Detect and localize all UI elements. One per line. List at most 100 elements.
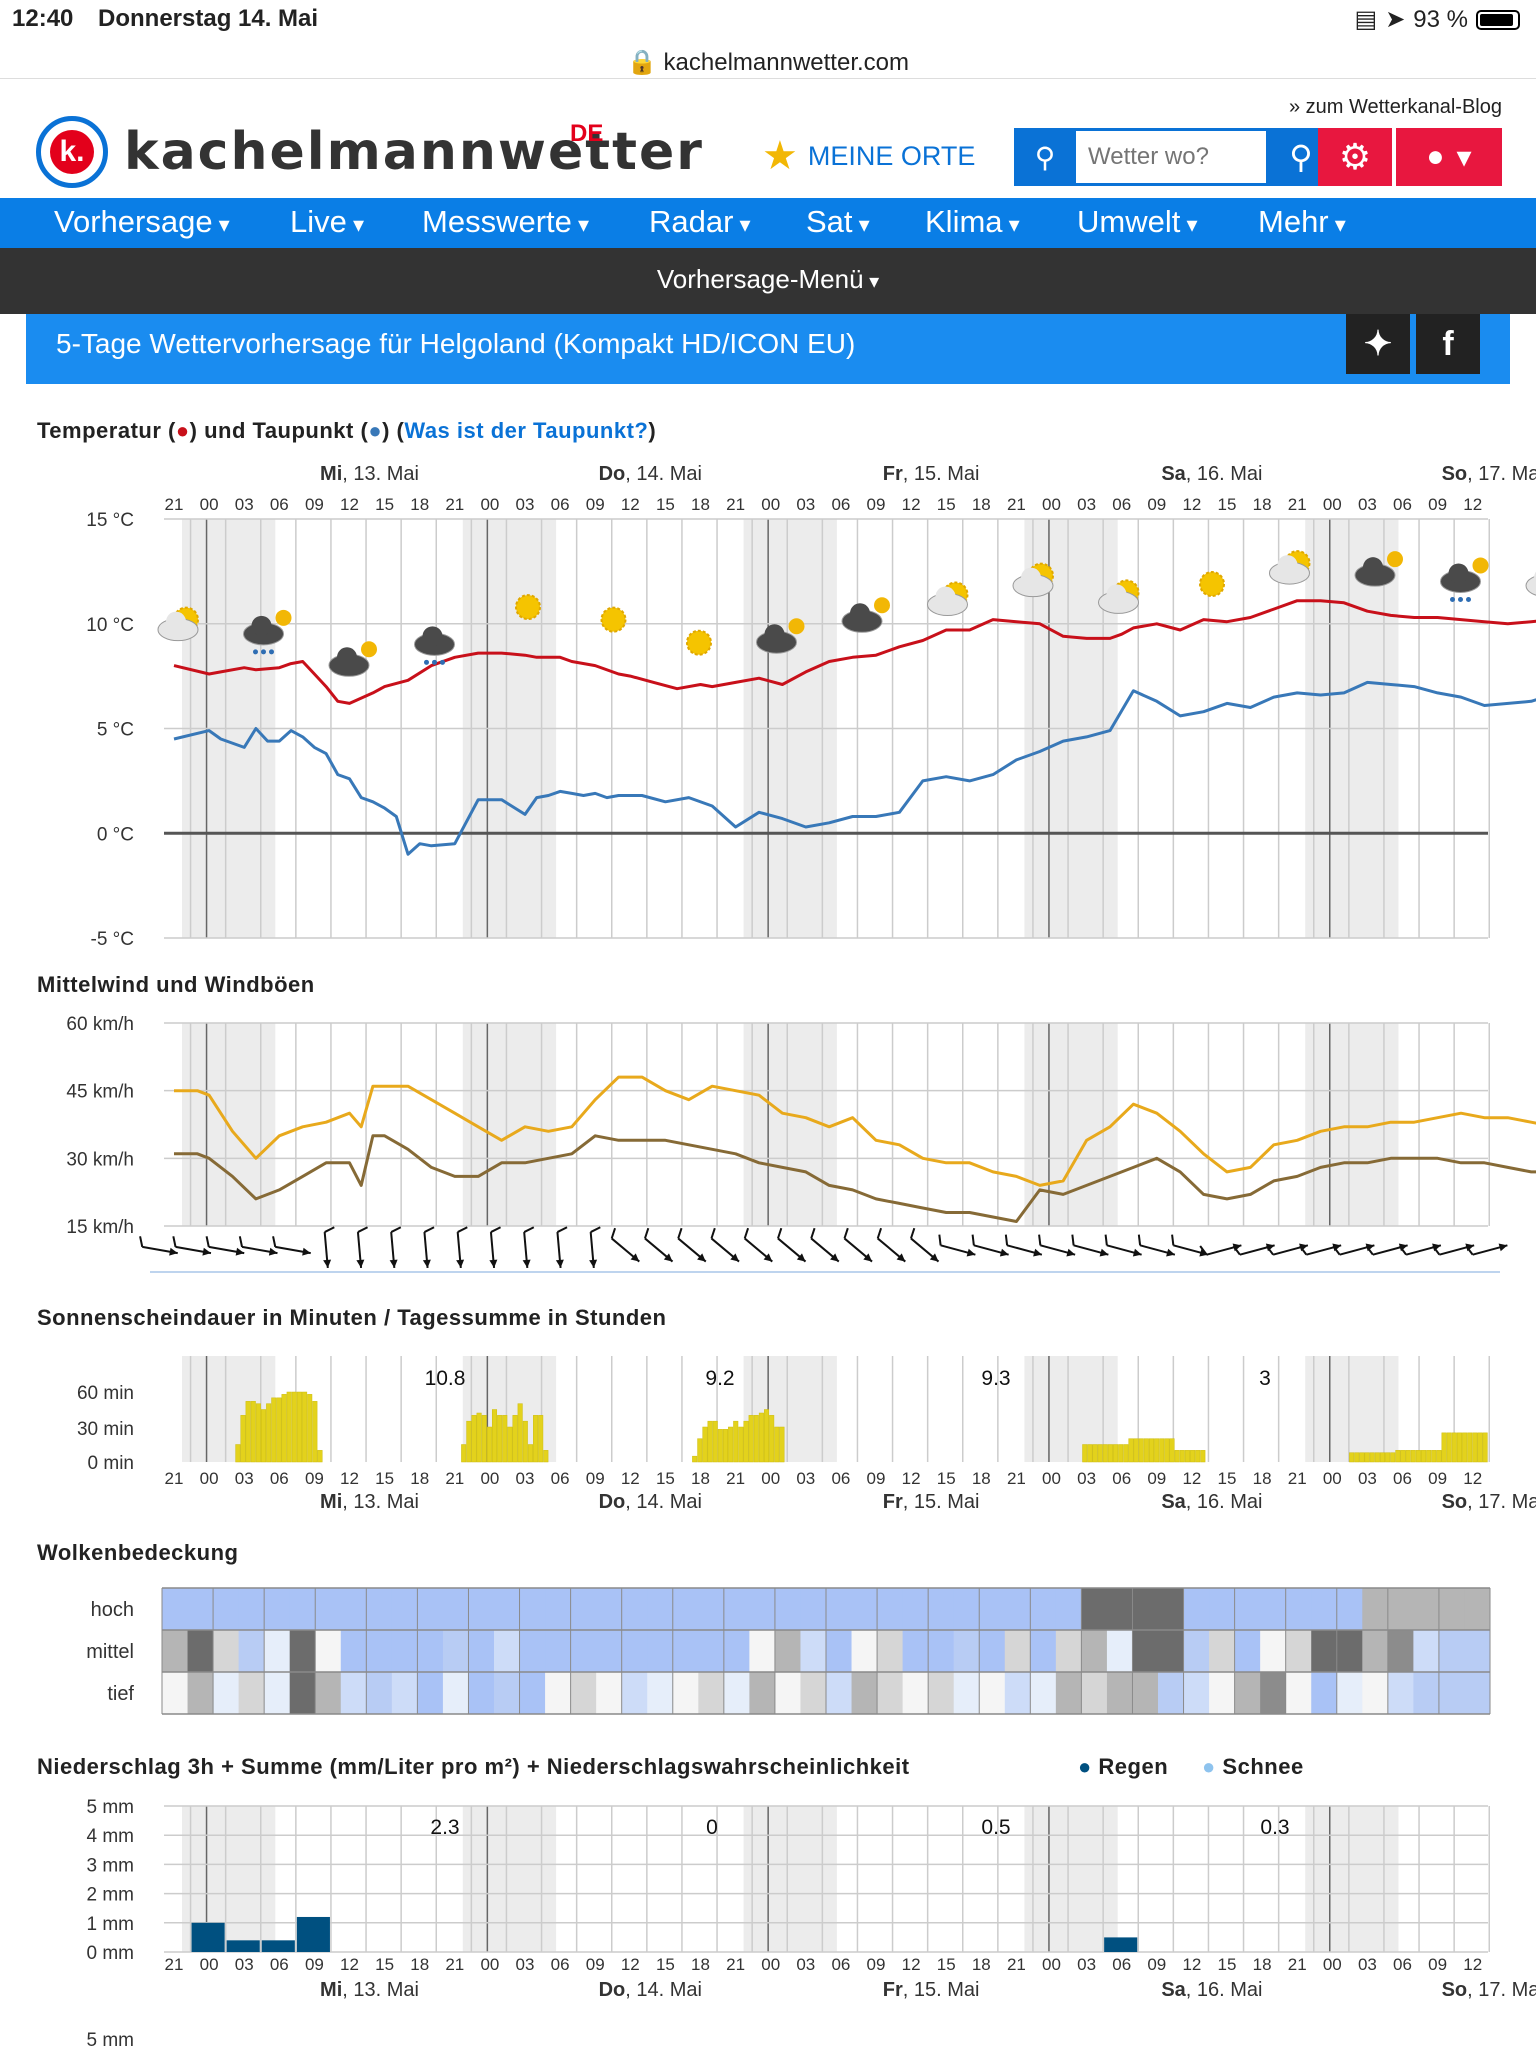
sunshine-bar [312, 1401, 318, 1463]
sunshine-bar [748, 1415, 754, 1463]
day-label: Sa, 16. Mai [1161, 1491, 1262, 1513]
facebook-icon[interactable]: f [1416, 314, 1480, 374]
temp-title-part: ) und Taupunkt ( [189, 418, 369, 443]
nav-umwelt[interactable]: Umwelt [1077, 204, 1198, 240]
wind-axis-label: 30 km/h [66, 1149, 134, 1170]
sunshine-bar [1385, 1452, 1391, 1463]
nav-mehr[interactable]: Mehr [1258, 204, 1346, 240]
arrow-barb [743, 1227, 750, 1239]
cloud-shape [1106, 584, 1127, 605]
cloud-shape [1525, 575, 1536, 596]
night-band [743, 1806, 837, 1952]
hour-tick-label: 00 [480, 495, 499, 514]
cloud-cell [570, 1672, 597, 1714]
arrow-head [323, 1259, 332, 1268]
logo-icon[interactable]: k. [36, 116, 108, 188]
nav-live[interactable]: Live [290, 204, 364, 240]
cloud-cell [953, 1630, 980, 1672]
cloud-cell [800, 1630, 827, 1672]
cloud-cell [545, 1672, 572, 1714]
meine-orte-button[interactable]: ★ MEINE ORTE [762, 136, 975, 176]
arrow-head [999, 1248, 1009, 1257]
cloud-cell [1387, 1672, 1414, 1714]
cloud-cell [494, 1672, 521, 1714]
raindrop-shape [261, 649, 266, 655]
cloud-shape [1448, 563, 1469, 584]
address-bar[interactable]: 🔒 kachelmannwetter.com [0, 36, 1536, 79]
wind-arrow-icon [1398, 1243, 1442, 1256]
arrow-head [422, 1259, 431, 1268]
sunshine-bar [692, 1455, 698, 1463]
cloud-cell [1183, 1588, 1210, 1630]
cloud-cell [800, 1588, 827, 1630]
nav-radar[interactable]: Radar [649, 204, 751, 240]
sunshine-bar [538, 1415, 544, 1463]
gear-icon[interactable]: ⚙ [1318, 128, 1392, 186]
sunshine-bar [1421, 1450, 1427, 1463]
sunshine-bar [707, 1420, 713, 1463]
hour-tick-label: 06 [1393, 1955, 1412, 1974]
hour-tick-label: 06 [551, 1955, 570, 1974]
arrow-barb [843, 1227, 849, 1239]
cloud-cell [1413, 1630, 1440, 1672]
wind-arrow-icon [323, 1226, 335, 1269]
hour-tick-label: 00 [200, 1955, 219, 1974]
nav-sat[interactable]: Sat [806, 204, 870, 240]
hour-tick-label: 15 [656, 495, 675, 514]
wind-arrow-icon [1332, 1243, 1375, 1256]
cloud-cell [774, 1588, 801, 1630]
cloud-cell [1158, 1672, 1185, 1714]
arrow-barb [938, 1234, 942, 1246]
status-time: 12:40 [12, 5, 74, 32]
cloud-cell [1413, 1588, 1440, 1630]
user-menu-button[interactable]: ● ▾ [1396, 128, 1502, 186]
location-pin-icon[interactable]: ⚲ [1014, 128, 1076, 186]
cloud-cell [315, 1630, 342, 1672]
night-band [1024, 1806, 1118, 1952]
hour-tick-label: 03 [796, 1955, 815, 1974]
cloud-cell [928, 1588, 955, 1630]
sunshine-bar [728, 1426, 734, 1463]
arrow-head [522, 1259, 531, 1268]
partly-cloudy-icon [1098, 579, 1140, 614]
arrow-barb [710, 1227, 716, 1239]
wind-arrow-icon [1232, 1243, 1275, 1256]
arrow-head [763, 1253, 773, 1262]
sunshine-bar [1395, 1450, 1401, 1463]
hour-tick-label: 15 [375, 1955, 394, 1974]
sunshine-bar [753, 1415, 759, 1463]
sunshine-bar [512, 1415, 518, 1463]
hour-tick-label: 15 [1218, 495, 1237, 514]
cloud-cell [774, 1672, 801, 1714]
cloud-cell [1030, 1588, 1057, 1630]
cloud-cell [979, 1630, 1006, 1672]
cloud-cell [723, 1630, 750, 1672]
nav-messwerte[interactable]: Messwerte [422, 204, 589, 240]
cloud-cell [621, 1588, 648, 1630]
blog-link[interactable]: » zum Wetterkanal-Blog [1288, 96, 1502, 118]
cloud-cell [647, 1672, 674, 1714]
logo-text[interactable]: kachelmannwetter [124, 122, 704, 182]
hour-tick-label: 15 [656, 1955, 675, 1974]
twitter-icon[interactable]: ✦ [1346, 314, 1410, 374]
cloud-cell [468, 1672, 495, 1714]
forecast-submenu[interactable]: Vorhersage-Menü [0, 248, 1536, 314]
cloud-cell [596, 1672, 623, 1714]
wind-arrow-icon [810, 1227, 840, 1263]
search-input[interactable] [1076, 128, 1266, 186]
nav-vorhersage[interactable]: Vorhersage [54, 204, 230, 240]
dewpoint-help-link[interactable]: Was ist der Taupunkt? [404, 418, 649, 443]
sunshine-bar [1426, 1450, 1432, 1463]
arrow-head [1132, 1248, 1142, 1257]
nav-klima[interactable]: Klima [925, 204, 1020, 240]
wind-axis-label: 45 km/h [66, 1082, 134, 1103]
sun-day-total: 10.8 [425, 1367, 466, 1390]
snow-dot-icon: ● [1202, 1754, 1216, 1779]
hour-tick-label: 12 [340, 495, 359, 514]
cloud-cell [672, 1672, 699, 1714]
hour-tick-label: 09 [586, 495, 605, 514]
wind-arrow-icon [777, 1227, 807, 1263]
cloudy-rain-icon [414, 626, 455, 665]
arrow-head [1033, 1248, 1042, 1257]
hour-tick-label: 21 [165, 495, 184, 514]
